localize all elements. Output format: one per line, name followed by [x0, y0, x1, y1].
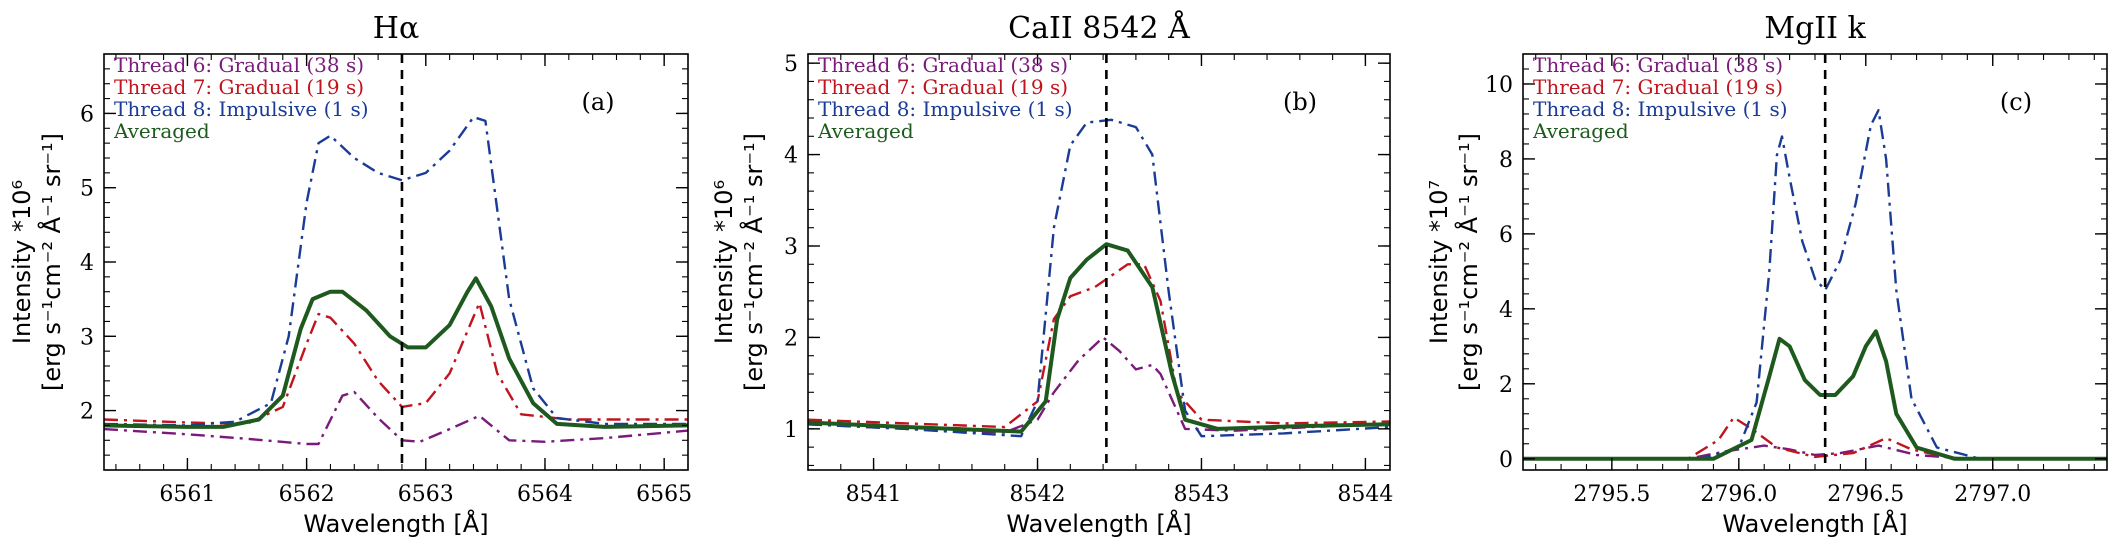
legend-entry-4: Averaged	[1532, 119, 1629, 143]
chart-panel-2: CaII 8542 Å 8541 8542 8543 8544 1 2 3 4 5 Waveleng…	[710, 10, 1393, 538]
x-axis-label: Wavelength [Å]	[1006, 509, 1191, 538]
x-tick-label: 6561	[159, 482, 215, 507]
x-axis-label: Wavelength [Å]	[1722, 509, 1907, 538]
y-tick-label: 3	[784, 235, 798, 260]
y-tick-label: 6	[1499, 223, 1513, 248]
series-line-2	[808, 263, 1390, 429]
y-tick-label: 2	[1499, 373, 1513, 398]
legend-entry-2: Thread 7: Gradual (19 s)	[818, 75, 1068, 99]
legend-entry-1: Thread 6: Gradual (38 s)	[114, 53, 364, 77]
legend-entry-1: Thread 6: Gradual (38 s)	[1533, 53, 1783, 77]
panel-label: (a)	[581, 88, 614, 116]
x-tick-label: 6564	[517, 482, 573, 507]
series-line-3	[808, 118, 1390, 438]
y-tick-label: 4	[80, 251, 94, 276]
legend-entry-4: Averaged	[113, 119, 210, 143]
legend-entry-3: Thread 8: Impulsive (1 s)	[1533, 97, 1788, 121]
y-tick-label: 2	[784, 326, 798, 351]
y-axis-unit-label: [erg s⁻¹cm⁻² Å⁻¹ sr⁻¹]	[739, 133, 768, 391]
series-line-1	[808, 336, 1390, 434]
y-axis-label: Intensity *10⁶	[8, 180, 36, 344]
chart-title: CaII 8542 Å	[1008, 10, 1190, 46]
series-line-3	[104, 115, 688, 427]
panel-label: (b)	[1283, 88, 1317, 116]
x-tick-label: 8542	[1010, 482, 1066, 507]
series-line-4	[808, 242, 1390, 434]
series-line-3	[1523, 109, 2107, 460]
y-tick-label: 1	[784, 418, 798, 443]
x-tick-label: 8541	[846, 482, 902, 507]
y-tick-label: 4	[1499, 298, 1513, 323]
x-tick-label: 6562	[279, 482, 335, 507]
y-tick-label: 4	[784, 144, 798, 169]
x-tick-label: 2796.0	[1700, 482, 1777, 507]
x-tick-label: 2797.0	[1954, 482, 2031, 507]
y-tick-label: 5	[80, 177, 94, 202]
x-tick-label: 8544	[1337, 482, 1393, 507]
chart-title: Hα	[373, 11, 419, 46]
legend-entry-2: Thread 7: Gradual (19 s)	[114, 75, 364, 99]
y-axis-label: Intensity *10⁷	[1425, 180, 1453, 344]
y-tick-label: 0	[1499, 448, 1513, 473]
chart-panel-1: Hα 6561 6562 6563 6564 6565 2 3 4 5 6 Wavelength [Å…	[8, 11, 692, 538]
x-tick-label: 8543	[1173, 482, 1229, 507]
y-axis-unit-label: [erg s⁻¹cm⁻² Å⁻¹ sr⁻¹]	[1454, 133, 1483, 391]
y-tick-label: 6	[80, 102, 94, 127]
y-axis-label: Intensity *10⁶	[710, 180, 738, 344]
series-line-4	[1523, 329, 2107, 461]
y-tick-label: 2	[80, 400, 94, 425]
series-line-1	[104, 390, 688, 446]
x-tick-label: 2796.5	[1827, 482, 1904, 507]
x-axis-label: Wavelength [Å]	[303, 509, 488, 538]
legend-entry-3: Thread 8: Impulsive (1 s)	[114, 97, 369, 121]
legend-entry-4: Averaged	[817, 119, 914, 143]
legend-entry-1: Thread 6: Gradual (38 s)	[818, 53, 1068, 77]
panel-label: (c)	[2000, 88, 2032, 116]
series-line-4	[104, 276, 688, 429]
chart-panel-3: MgII k 2795.5 2796.0 2796.5 2797.0 0 2 4 6 8 10 Wav…	[1425, 11, 2108, 538]
y-tick-label: 10	[1485, 73, 1513, 98]
x-tick-label: 6565	[636, 482, 692, 507]
y-tick-label: 3	[80, 325, 94, 350]
series-line-2	[1523, 416, 2107, 460]
y-tick-label: 5	[784, 52, 798, 77]
legend-entry-2: Thread 7: Gradual (19 s)	[1533, 75, 1783, 99]
series-line-2	[104, 301, 688, 426]
plot-frame	[807, 53, 1391, 471]
y-axis-unit-label: [erg s⁻¹cm⁻² Å⁻¹ sr⁻¹]	[37, 133, 66, 391]
x-tick-label: 6563	[398, 482, 454, 507]
series-line-1	[1523, 444, 2107, 460]
y-tick-label: 8	[1499, 148, 1513, 173]
x-tick-label: 2795.5	[1573, 482, 1650, 507]
legend-entry-3: Thread 8: Impulsive (1 s)	[818, 97, 1073, 121]
chart-title: MgII k	[1764, 11, 1866, 46]
